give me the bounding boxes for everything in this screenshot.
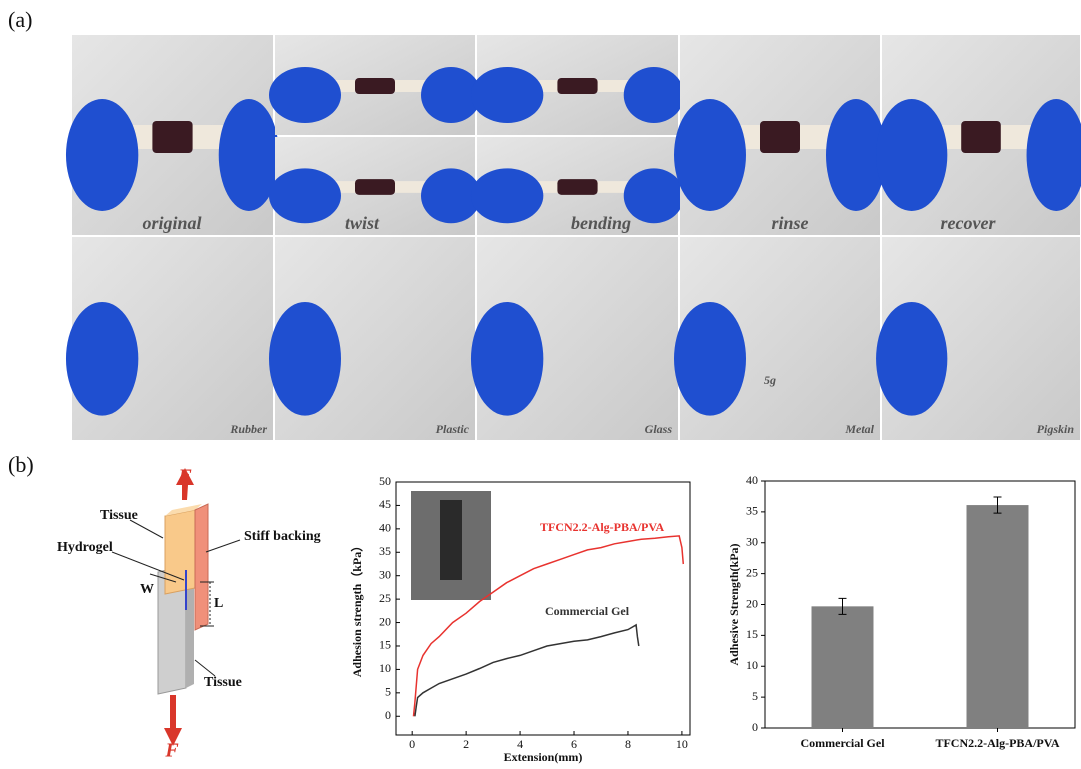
diagram-label: Hydrogel: [57, 540, 113, 555]
y-tick-label: 40: [379, 521, 391, 535]
y-tick-label: 50: [379, 474, 391, 488]
photo-caption: Rubber: [229, 422, 267, 436]
legend-label: Commercial Gel: [545, 604, 630, 618]
x-tick-label: 10: [676, 737, 688, 751]
hydrogel-patch: [355, 179, 395, 195]
hydrogel-patch: [961, 121, 1001, 153]
y-tick-label: 0: [752, 720, 758, 734]
glove: [269, 168, 341, 223]
y-tick-label: 0: [385, 708, 391, 722]
y-tick-label: 25: [746, 565, 758, 579]
y-tick-label: 35: [746, 504, 758, 518]
photo-grid: original twist bending rinse recover Rubber Pl…: [66, 35, 1081, 440]
leader-line: [206, 540, 240, 552]
glove: [269, 67, 341, 123]
y-tick-label: 30: [379, 567, 391, 581]
x-tick-label: 6: [571, 737, 577, 751]
y-tick-label: 15: [379, 638, 391, 652]
y-tick-label: 5: [752, 689, 758, 703]
y-axis-label: Adhesion strength（kPa）: [349, 540, 364, 677]
glove: [66, 99, 138, 211]
x-tick-label: TFCN2.2-Alg-PBA/PVA: [935, 736, 1059, 750]
panel-label: (b): [8, 452, 34, 477]
glove: [66, 302, 138, 416]
hydrogel-patch: [152, 121, 192, 153]
photo-caption: bending: [571, 213, 631, 233]
y-tick-label: 35: [379, 544, 391, 558]
bar: [812, 606, 874, 728]
lap-shear-diagram: F Tissue Stiff backing Hydrogel W L Tiss…: [57, 466, 321, 762]
photo-caption: recover: [941, 213, 997, 233]
y-tick-label: 15: [746, 627, 758, 641]
glove: [674, 99, 746, 211]
x-tick-label: 2: [463, 737, 469, 751]
glove: [674, 302, 746, 416]
panel-label: (a): [8, 7, 32, 32]
photo-caption: original: [142, 213, 201, 233]
x-tick-label: 8: [625, 737, 631, 751]
hydrogel-patch: [355, 78, 395, 94]
y-tick-label: 10: [746, 658, 758, 672]
photo-caption: rinse: [771, 213, 808, 233]
y-tick-label: 20: [746, 596, 758, 610]
x-axis-label: Extension(mm): [504, 750, 583, 764]
hydrogel-patch: [760, 121, 800, 153]
y-tick-label: 45: [379, 497, 391, 511]
photo-caption: Pigskin: [1037, 422, 1075, 436]
diagram-label: L: [214, 596, 223, 611]
y-tick-label: 30: [746, 535, 758, 549]
hydrogel-patch: [557, 179, 597, 195]
force-label: F: [164, 740, 179, 762]
diagram-label: W: [140, 582, 154, 597]
y-tick-label: 10: [379, 661, 391, 675]
stiff-backing: [195, 504, 208, 630]
bar: [967, 505, 1029, 728]
diagram-label: Tissue: [100, 508, 138, 523]
leader-line: [195, 660, 215, 676]
force-arrow: [164, 695, 182, 746]
y-tick-label: 5: [385, 685, 391, 699]
photo-caption: Metal: [844, 422, 874, 436]
data-line: [415, 625, 639, 716]
diagram-label: Stiff backing: [244, 529, 321, 544]
glove: [471, 168, 543, 223]
glove: [471, 302, 543, 416]
glove: [876, 99, 947, 211]
hydrogel-patch: [557, 78, 597, 94]
y-axis-label: Adhesive Strength(kPa): [727, 543, 741, 665]
x-tick-label: 0: [409, 737, 415, 751]
y-tick-label: 20: [379, 614, 391, 628]
photo-caption: Glass: [645, 422, 673, 436]
glove: [624, 67, 684, 123]
x-tick-label: 4: [517, 737, 523, 751]
inset-detail: [440, 500, 462, 580]
y-tick-label: 25: [379, 591, 391, 605]
diagram-label: Tissue: [204, 675, 242, 690]
glove: [624, 168, 684, 223]
weight-label: 5g: [764, 373, 776, 387]
glove: [471, 67, 543, 123]
upper-tissue: [165, 510, 195, 594]
photo-caption: twist: [345, 213, 380, 233]
y-tick-label: 40: [746, 473, 758, 487]
legend-label: TFCN2.2-Alg-PBA/PVA: [540, 520, 664, 534]
x-tick-label: Commercial Gel: [800, 736, 885, 750]
force-label: F: [177, 466, 192, 488]
glove: [876, 302, 947, 416]
glove: [269, 302, 341, 416]
photo-caption: Plastic: [436, 422, 470, 436]
figure: (a) (b) original twist bending rinse recover…: [0, 0, 1081, 769]
